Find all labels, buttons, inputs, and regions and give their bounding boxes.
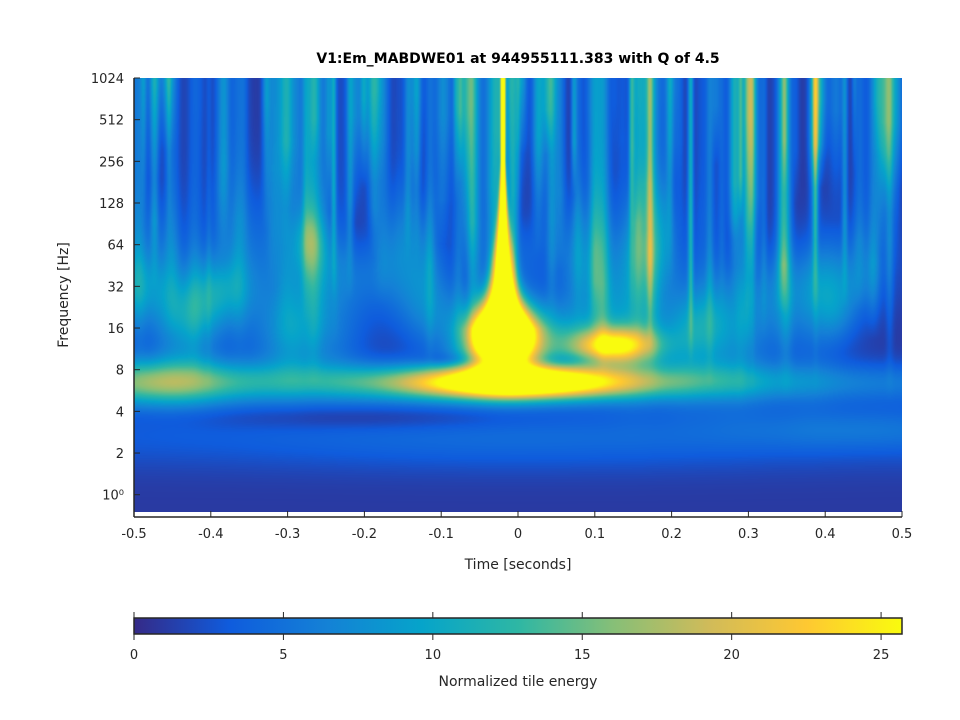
- colorbar-tick-label: 10: [425, 648, 442, 663]
- x-tick-label: 0.3: [738, 527, 759, 542]
- heatmap-canvas: [134, 78, 902, 512]
- y-tick-label: 512: [99, 114, 124, 129]
- colorbar: [133, 617, 903, 635]
- y-tick-label: 1024: [91, 72, 124, 87]
- y-tick-label: 2: [116, 447, 124, 462]
- colorbar-tick-label: 25: [873, 648, 890, 663]
- y-tick-label: 10⁰: [102, 489, 124, 504]
- colorbar-tick-label: 15: [574, 648, 591, 663]
- x-tick-label: 0.1: [584, 527, 605, 542]
- y-tick-label: 8: [116, 364, 124, 379]
- colorbar-tick-label: 20: [723, 648, 740, 663]
- chart-title: V1:Em_MABDWE01 at 944955111.383 with Q o…: [316, 51, 719, 67]
- x-tick-label: -0.4: [198, 527, 223, 542]
- y-tick-label: 32: [107, 280, 124, 295]
- y-tick-label: 128: [99, 197, 124, 212]
- y-tick-label: 64: [107, 239, 124, 254]
- x-tick-label: 0.2: [661, 527, 682, 542]
- x-tick-label: -0.2: [352, 527, 377, 542]
- colorbar-tick-label: 0: [130, 648, 138, 663]
- x-tick-label: 0: [514, 527, 522, 542]
- x-tick-label: 0.4: [815, 527, 836, 542]
- y-axis-label: Frequency [Hz]: [56, 242, 72, 348]
- x-axis-label: Time [seconds]: [464, 557, 572, 573]
- x-tick-label: -0.1: [429, 527, 454, 542]
- heatmap-area: [134, 78, 902, 512]
- colorbar-axes: 0 5 10 15 20 25: [130, 612, 889, 663]
- x-tick-label: -0.5: [121, 527, 146, 542]
- y-tick-label: 4: [116, 405, 124, 420]
- y-tick-label: 16: [107, 322, 124, 337]
- x-tick-label: -0.3: [275, 527, 300, 542]
- x-tick-label: 0.5: [892, 527, 913, 542]
- colorbar-tick-label: 5: [279, 648, 287, 663]
- colorbar-label: Normalized tile energy: [439, 674, 598, 690]
- y-tick-label: 256: [99, 155, 124, 170]
- plot-axes: -0.5 -0.4 -0.3 -0.2 -0.1 0 0.1 0.2 0.3 0.4 0.5 10⁰ 2…: [91, 72, 912, 542]
